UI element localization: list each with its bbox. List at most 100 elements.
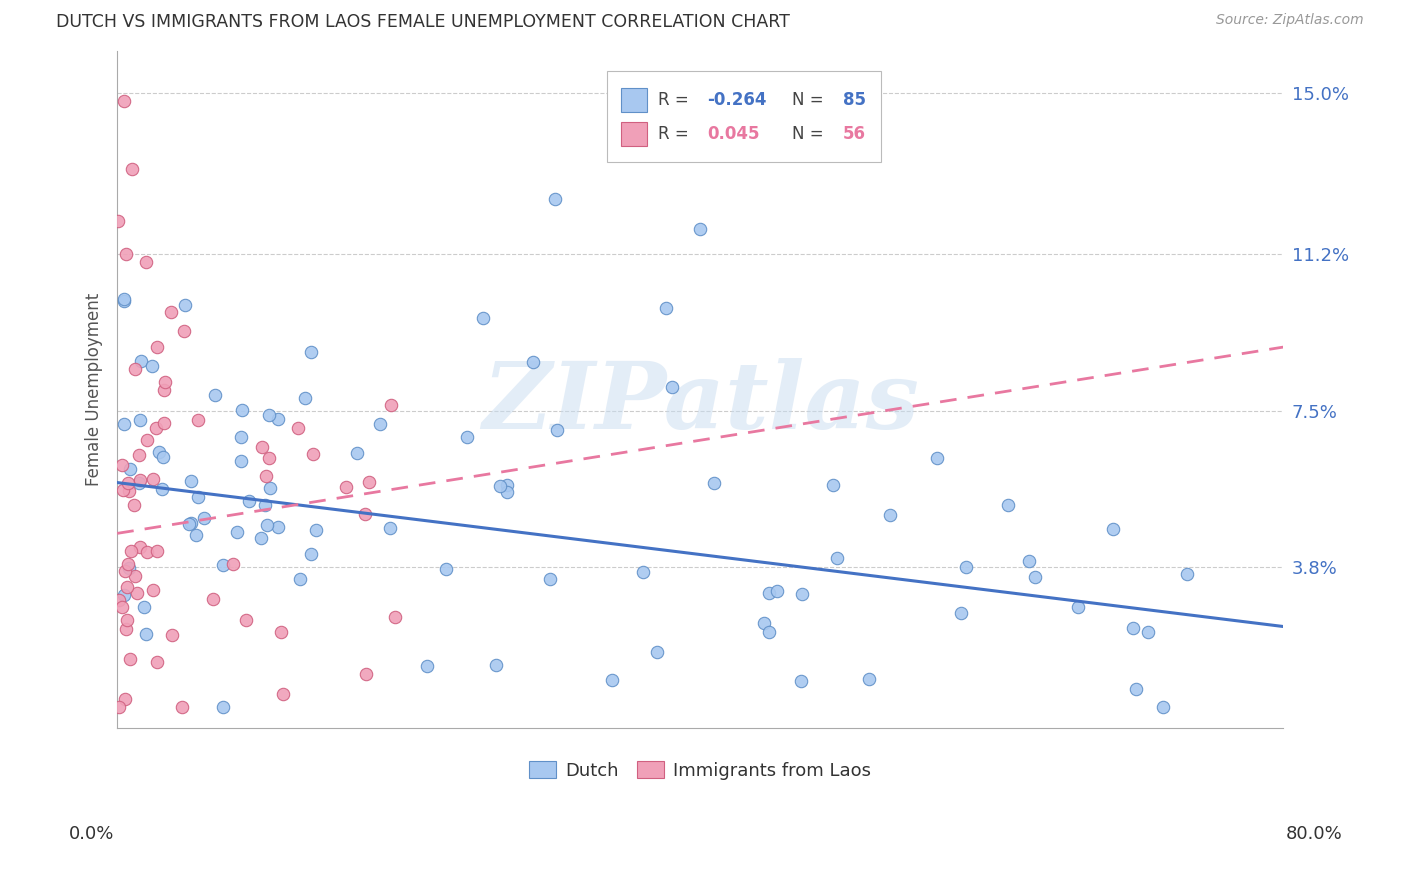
Point: [1125, 682, 1147, 697]
Point: [231, 403, 253, 417]
Point: [235, 613, 257, 627]
Point: [193, 511, 215, 525]
Point: [226, 524, 249, 539]
Point: [335, 480, 357, 494]
Point: [145, 655, 167, 669]
Point: [115, 247, 138, 261]
Text: R =: R =: [658, 125, 695, 144]
Point: [415, 659, 437, 673]
Point: [114, 564, 136, 578]
Text: 56: 56: [842, 125, 866, 144]
Point: [146, 544, 169, 558]
Point: [294, 391, 316, 405]
Text: DUTCH VS IMMIGRANTS FROM LAOS FEMALE UNEMPLOYMENT CORRELATION CHART: DUTCH VS IMMIGRANTS FROM LAOS FEMALE UNE…: [56, 13, 790, 31]
Point: [117, 476, 139, 491]
Point: [633, 565, 655, 579]
Point: [299, 547, 322, 561]
Point: [495, 477, 517, 491]
Point: [132, 599, 155, 614]
Point: [114, 95, 136, 109]
Point: [212, 700, 235, 714]
Point: [927, 451, 949, 466]
Point: [471, 311, 494, 326]
Point: [1067, 600, 1090, 615]
Text: 0.0%: 0.0%: [69, 825, 114, 843]
Point: [270, 624, 292, 639]
Point: [354, 667, 377, 681]
Point: [222, 557, 245, 571]
Point: [254, 468, 277, 483]
Point: [789, 674, 811, 689]
Point: [135, 627, 157, 641]
Text: ZIPatlas: ZIPatlas: [482, 358, 918, 448]
Point: [177, 517, 200, 532]
Point: [305, 523, 328, 537]
Point: [1136, 624, 1159, 639]
Point: [152, 416, 174, 430]
Point: [211, 558, 233, 572]
Text: N =: N =: [793, 125, 830, 144]
Text: 85: 85: [842, 91, 866, 110]
Point: [153, 383, 176, 397]
Point: [115, 613, 138, 627]
Point: [125, 585, 148, 599]
Point: [115, 580, 138, 594]
Point: [141, 359, 163, 373]
Point: [229, 453, 252, 467]
Point: [118, 484, 141, 499]
Point: [180, 475, 202, 489]
Point: [661, 380, 683, 394]
Point: [128, 473, 150, 487]
Point: [259, 451, 281, 466]
Point: [155, 376, 177, 390]
Point: [129, 412, 152, 426]
Bar: [621, 88, 647, 112]
Point: [128, 475, 150, 490]
Point: [111, 458, 134, 472]
Text: Source: ZipAtlas.com: Source: ZipAtlas.com: [1216, 13, 1364, 28]
Point: [821, 478, 844, 492]
Point: [645, 645, 668, 659]
Point: [173, 298, 195, 312]
Point: [522, 355, 544, 369]
Text: N =: N =: [793, 91, 830, 110]
Point: [485, 658, 508, 673]
Point: [146, 340, 169, 354]
Point: [378, 521, 401, 535]
FancyBboxPatch shape: [607, 71, 882, 162]
Text: 80.0%: 80.0%: [1286, 825, 1343, 843]
Point: [148, 444, 170, 458]
Point: [114, 588, 136, 602]
Point: [357, 475, 380, 489]
Point: [201, 592, 224, 607]
Point: [288, 572, 311, 586]
Point: [489, 479, 512, 493]
Point: [792, 587, 814, 601]
Bar: [621, 122, 647, 146]
Point: [752, 616, 775, 631]
Point: [229, 430, 252, 444]
Point: [121, 162, 143, 177]
Point: [257, 408, 280, 422]
Point: [703, 475, 725, 490]
Point: [827, 550, 849, 565]
Point: [114, 691, 136, 706]
Point: [124, 362, 146, 376]
Point: [162, 628, 184, 642]
Point: [546, 423, 568, 437]
Point: [765, 583, 787, 598]
Point: [152, 450, 174, 464]
Point: [117, 557, 139, 571]
Point: [267, 412, 290, 426]
Point: [879, 508, 901, 523]
Point: [1152, 700, 1174, 714]
Point: [250, 531, 273, 545]
Text: 0.045: 0.045: [707, 125, 759, 144]
Point: [129, 541, 152, 555]
Point: [173, 325, 195, 339]
Point: [142, 583, 165, 598]
Point: [145, 421, 167, 435]
Point: [287, 421, 309, 435]
Point: [114, 293, 136, 308]
Point: [111, 599, 134, 614]
